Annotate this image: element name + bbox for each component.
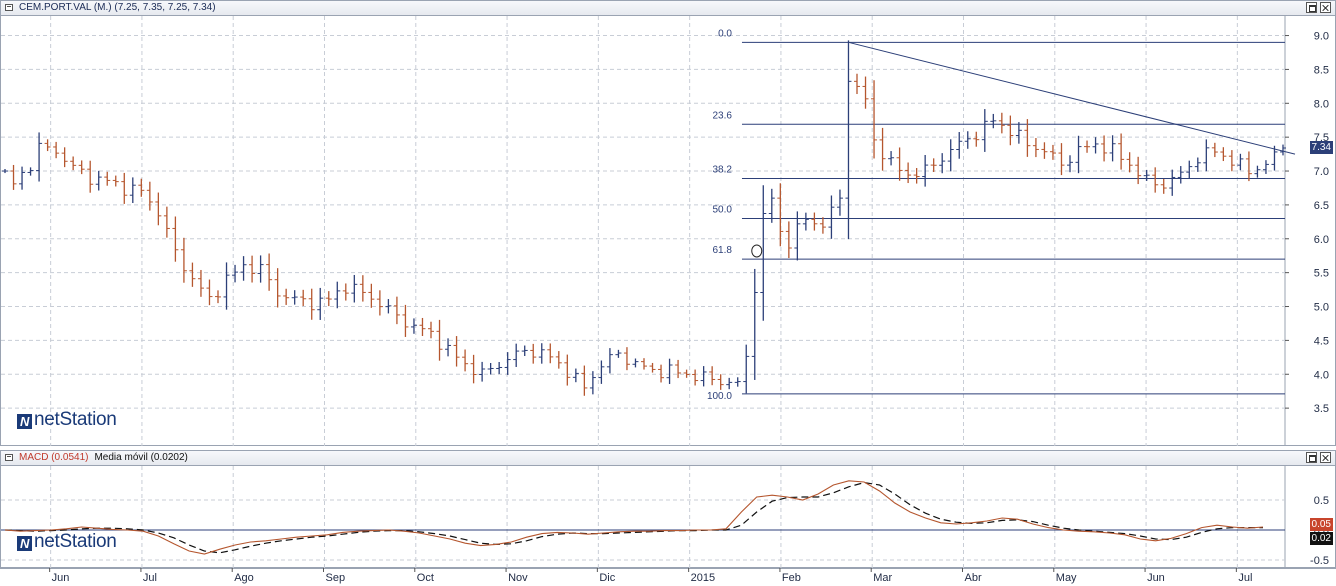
time-axis-label: Sep <box>326 572 346 584</box>
fibonacci-level-label: 0.0 <box>718 28 732 39</box>
time-axis-label: Dic <box>599 572 615 584</box>
netstation-logo-mark: N <box>17 414 32 429</box>
last-price-badge: 7.34 <box>1309 141 1333 154</box>
price-pane-title-bar: CEM.PORT.VAL (M.) (7.25, 7.35, 7.25, 7.3… <box>1 1 1335 16</box>
fibonacci-level-label: 23.6 <box>713 110 733 121</box>
time-axis-label: Nov <box>508 572 528 584</box>
signal-value-badge: 0.02 <box>1309 532 1333 545</box>
price-axis-label: 4.0 <box>1314 369 1329 381</box>
macd-axis-label: 0.5 <box>1314 495 1329 507</box>
time-axis-label: Jun <box>1147 572 1165 584</box>
price-chart: 3.54.04.55.05.56.06.57.07.58.08.59.00.02… <box>1 16 1329 446</box>
fibonacci-level-label: 50.0 <box>713 204 733 215</box>
window-icon <box>5 4 13 11</box>
macd-series-line <box>4 480 1264 555</box>
fibonacci-level-label: 38.2 <box>713 164 733 175</box>
time-axis-label: Jul <box>1238 572 1252 584</box>
macd-pane-title: MACD (0.0541) Media móvil (0.0202) <box>19 452 188 463</box>
price-axis-label: 8.5 <box>1314 64 1329 76</box>
restore-button[interactable] <box>1306 452 1317 463</box>
close-button[interactable] <box>1320 452 1331 463</box>
price-axis-label: 9.0 <box>1314 31 1329 43</box>
macd-value-badge: 0.05 <box>1309 518 1333 531</box>
macd-chart: 0.50.0-0.5 <box>1 466 1329 568</box>
restore-button[interactable] <box>1306 2 1317 13</box>
time-axis-label: Ago <box>234 572 254 584</box>
netstation-logo-mark: N <box>17 536 32 551</box>
fibonacci-level-label: 61.8 <box>713 245 733 256</box>
window-icon <box>5 454 13 461</box>
price-axis-label: 3.5 <box>1314 403 1329 415</box>
close-button[interactable] <box>1320 2 1331 13</box>
trend-line <box>848 41 1296 155</box>
price-axis-label: 5.5 <box>1314 268 1329 280</box>
macd-legend: MACD (0.0541) <box>19 452 89 463</box>
time-axis-label: Jun <box>52 572 70 584</box>
macd-pane: MACD (0.0541) Media móvil (0.0202) 0.5 0.0… <box>0 450 1336 568</box>
netstation-logo-text: netStation <box>34 409 117 430</box>
signal-series-line <box>4 481 1263 554</box>
macd-axis-label: -0.5 <box>1310 555 1329 567</box>
time-axis-label: Feb <box>782 572 801 584</box>
time-axis-label: Mar <box>873 572 892 584</box>
time-axis-label: Abr <box>965 572 982 584</box>
price-axis-label: 7.0 <box>1314 166 1329 178</box>
time-axis-label: May <box>1056 572 1077 584</box>
macd-pane-title-bar: MACD (0.0541) Media móvil (0.0202) <box>1 451 1335 466</box>
gap-marker-circle <box>751 244 763 258</box>
time-axis-label: Jul <box>143 572 157 584</box>
price-axis-label: 8.0 <box>1314 98 1329 110</box>
price-axis-label: 4.5 <box>1314 335 1329 347</box>
time-axis-label: Oct <box>417 572 434 584</box>
time-axis-label: 2015 <box>691 572 715 584</box>
price-axis-label: 5.0 <box>1314 302 1329 314</box>
price-axis-label: 6.0 <box>1314 234 1329 246</box>
moving-average-legend: Media móvil (0.0202) <box>94 452 188 463</box>
fibonacci-level-label: 100.0 <box>707 391 732 402</box>
price-axis-label: 6.5 <box>1314 200 1329 212</box>
time-axis: Jun Jul Ago Sep Oct Nov Dic 2015 Feb Mar Abr May Jun… <box>0 568 1336 586</box>
price-pane-title: CEM.PORT.VAL (M.) (7.25, 7.35, 7.25, 7.3… <box>19 2 216 13</box>
price-chart-pane: CEM.PORT.VAL (M.) (7.25, 7.35, 7.25, 7.3… <box>0 0 1336 446</box>
netstation-logo-text: netStation <box>34 531 117 552</box>
